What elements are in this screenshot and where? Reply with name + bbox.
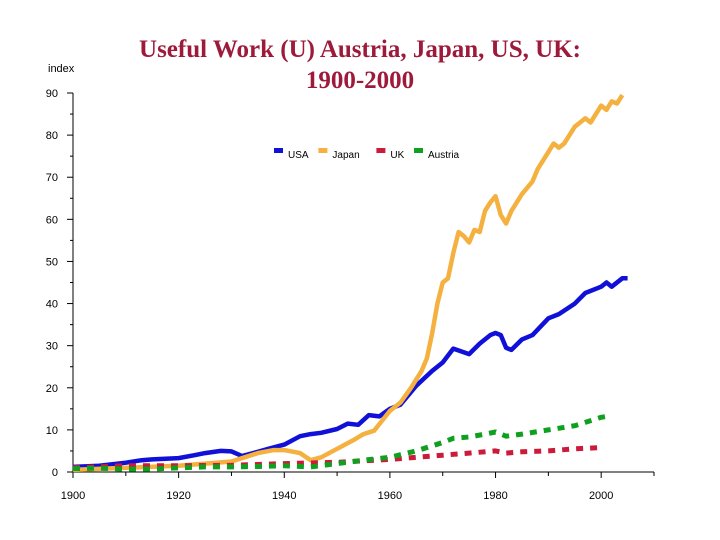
y-tick-label: 80 (46, 130, 58, 142)
x-tick-label: 1940 (272, 490, 296, 502)
y-tick-label: 90 (46, 88, 58, 100)
legend-label-japan: Japan (332, 150, 359, 161)
x-tick-label: 1920 (166, 490, 190, 502)
y-tick-label: 20 (46, 383, 58, 395)
legend-swatch-uk (376, 148, 386, 153)
y-tick-label: 50 (46, 256, 58, 268)
y-tick-label: 10 (46, 425, 58, 437)
y-tick-label: 40 (46, 299, 58, 311)
x-tick-label: 1960 (378, 490, 402, 502)
y-tick-label: 30 (46, 341, 58, 353)
y-axis-label: index (48, 63, 75, 75)
axes: 0 10 20 30 40 50 60 70 80 90 1900 1920 1940 1960 1980 2… (46, 88, 655, 502)
y-tick-label: 70 (46, 172, 58, 184)
y-tick-label: 0 (52, 467, 58, 479)
legend-label-usa: USA (288, 150, 309, 161)
legend-swatch-japan (318, 148, 328, 153)
series-line-usa (72, 276, 628, 470)
legend-box (262, 134, 464, 164)
legend-swatch-austria (414, 148, 423, 153)
legend-label-austria: Austria (428, 150, 460, 161)
x-tick-label: 1980 (483, 490, 507, 502)
legend-swatch-usa (274, 148, 283, 153)
series-line-japan (72, 93, 625, 473)
series-lines (72, 93, 628, 473)
y-tick-label: 60 (46, 214, 58, 226)
chart-title-line-2: 1900-2000 (305, 67, 415, 94)
series-line-austria (72, 413, 607, 472)
x-tick-label: 2000 (589, 490, 613, 502)
legend-label-uk: UK (390, 150, 404, 161)
chart-title-line-1: Useful Work (U) Austria, Japan, US, UK: (139, 36, 581, 63)
chart-title: Useful Work (U) Austria, Japan, US, UK: … (120, 34, 600, 96)
x-tick-label: 1900 (61, 490, 85, 502)
legend: USA Japan UK Austria (262, 134, 464, 164)
